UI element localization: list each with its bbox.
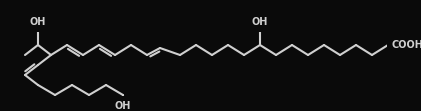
Text: OH: OH <box>252 17 268 27</box>
Text: COOH: COOH <box>392 40 421 50</box>
Text: OH: OH <box>30 17 46 27</box>
Text: OH: OH <box>115 101 131 111</box>
